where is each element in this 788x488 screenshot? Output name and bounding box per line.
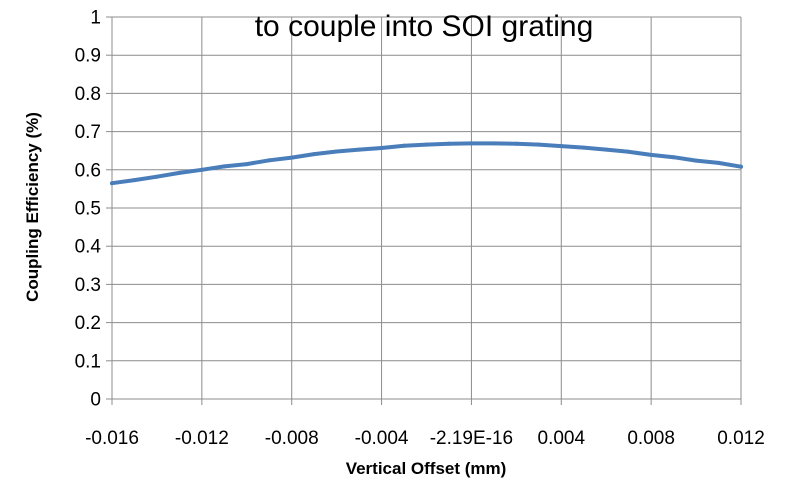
data-point xyxy=(312,152,317,157)
data-point xyxy=(154,174,159,179)
data-point xyxy=(132,178,137,183)
x-tick-label: -0.008 xyxy=(265,428,319,449)
x-tick-labels: -0.016 -0.012 -0.008 -0.004 -2.19E-16 0.004 0.… xyxy=(85,428,765,449)
data-point xyxy=(514,141,519,146)
y-tick-label: 0.1 xyxy=(75,351,101,372)
data-point xyxy=(177,170,182,175)
data-point xyxy=(244,162,249,167)
x-tick-label: -2.19E-16 xyxy=(430,428,513,449)
x-axis-label: Vertical Offset (mm) xyxy=(346,459,507,478)
data-point xyxy=(289,155,294,160)
x-tick-label: 0.008 xyxy=(627,428,675,449)
y-tick-label: 1 xyxy=(90,8,101,29)
data-point xyxy=(739,164,743,169)
y-tick-label: 0.7 xyxy=(75,122,101,143)
data-point xyxy=(267,158,272,163)
x-tick-label: -0.012 xyxy=(175,428,229,449)
data-point xyxy=(402,143,406,148)
data-point xyxy=(334,149,339,154)
data-point xyxy=(222,164,227,169)
y-tick-label: 0 xyxy=(90,390,101,411)
chart-title: to couple into SOI grating xyxy=(255,10,594,43)
data-point xyxy=(379,146,384,150)
y-tick-label: 0.6 xyxy=(75,160,101,181)
y-tick-label: 0.8 xyxy=(75,84,101,105)
y-tick-labels: 0 0.1 0.2 0.3 0.4 0.5 0.6 0.7 0.8 0.9 1 xyxy=(75,8,102,411)
x-tick-label: 0.004 xyxy=(538,428,586,449)
data-point xyxy=(199,167,204,172)
data-point xyxy=(424,142,429,147)
data-point xyxy=(626,149,631,154)
series-layer xyxy=(110,141,743,186)
y-tick-label: 0.2 xyxy=(75,313,101,334)
data-point xyxy=(357,147,362,152)
data-point xyxy=(536,142,541,147)
data-point xyxy=(469,141,474,146)
gridlines xyxy=(111,16,742,400)
data-point xyxy=(581,145,586,150)
data-point xyxy=(671,155,676,160)
y-tick-label: 0.5 xyxy=(75,199,101,220)
x-tick-label: -0.016 xyxy=(85,428,139,449)
y-tick-label: 0.3 xyxy=(75,275,101,296)
y-tick-label: 0.9 xyxy=(75,46,101,67)
data-point xyxy=(694,158,699,163)
axes xyxy=(106,16,742,405)
data-point xyxy=(559,144,564,149)
y-tick-label: 0.4 xyxy=(75,237,102,258)
x-tick-label: -0.004 xyxy=(355,428,409,449)
data-point xyxy=(110,181,114,186)
data-point xyxy=(491,141,496,146)
data-point xyxy=(716,160,721,165)
data-point xyxy=(447,141,451,146)
y-axis-label: Coupling Efficiency (%) xyxy=(23,112,42,302)
data-point xyxy=(604,147,609,152)
x-tick-label: 0.012 xyxy=(717,428,765,449)
data-point xyxy=(649,152,654,157)
